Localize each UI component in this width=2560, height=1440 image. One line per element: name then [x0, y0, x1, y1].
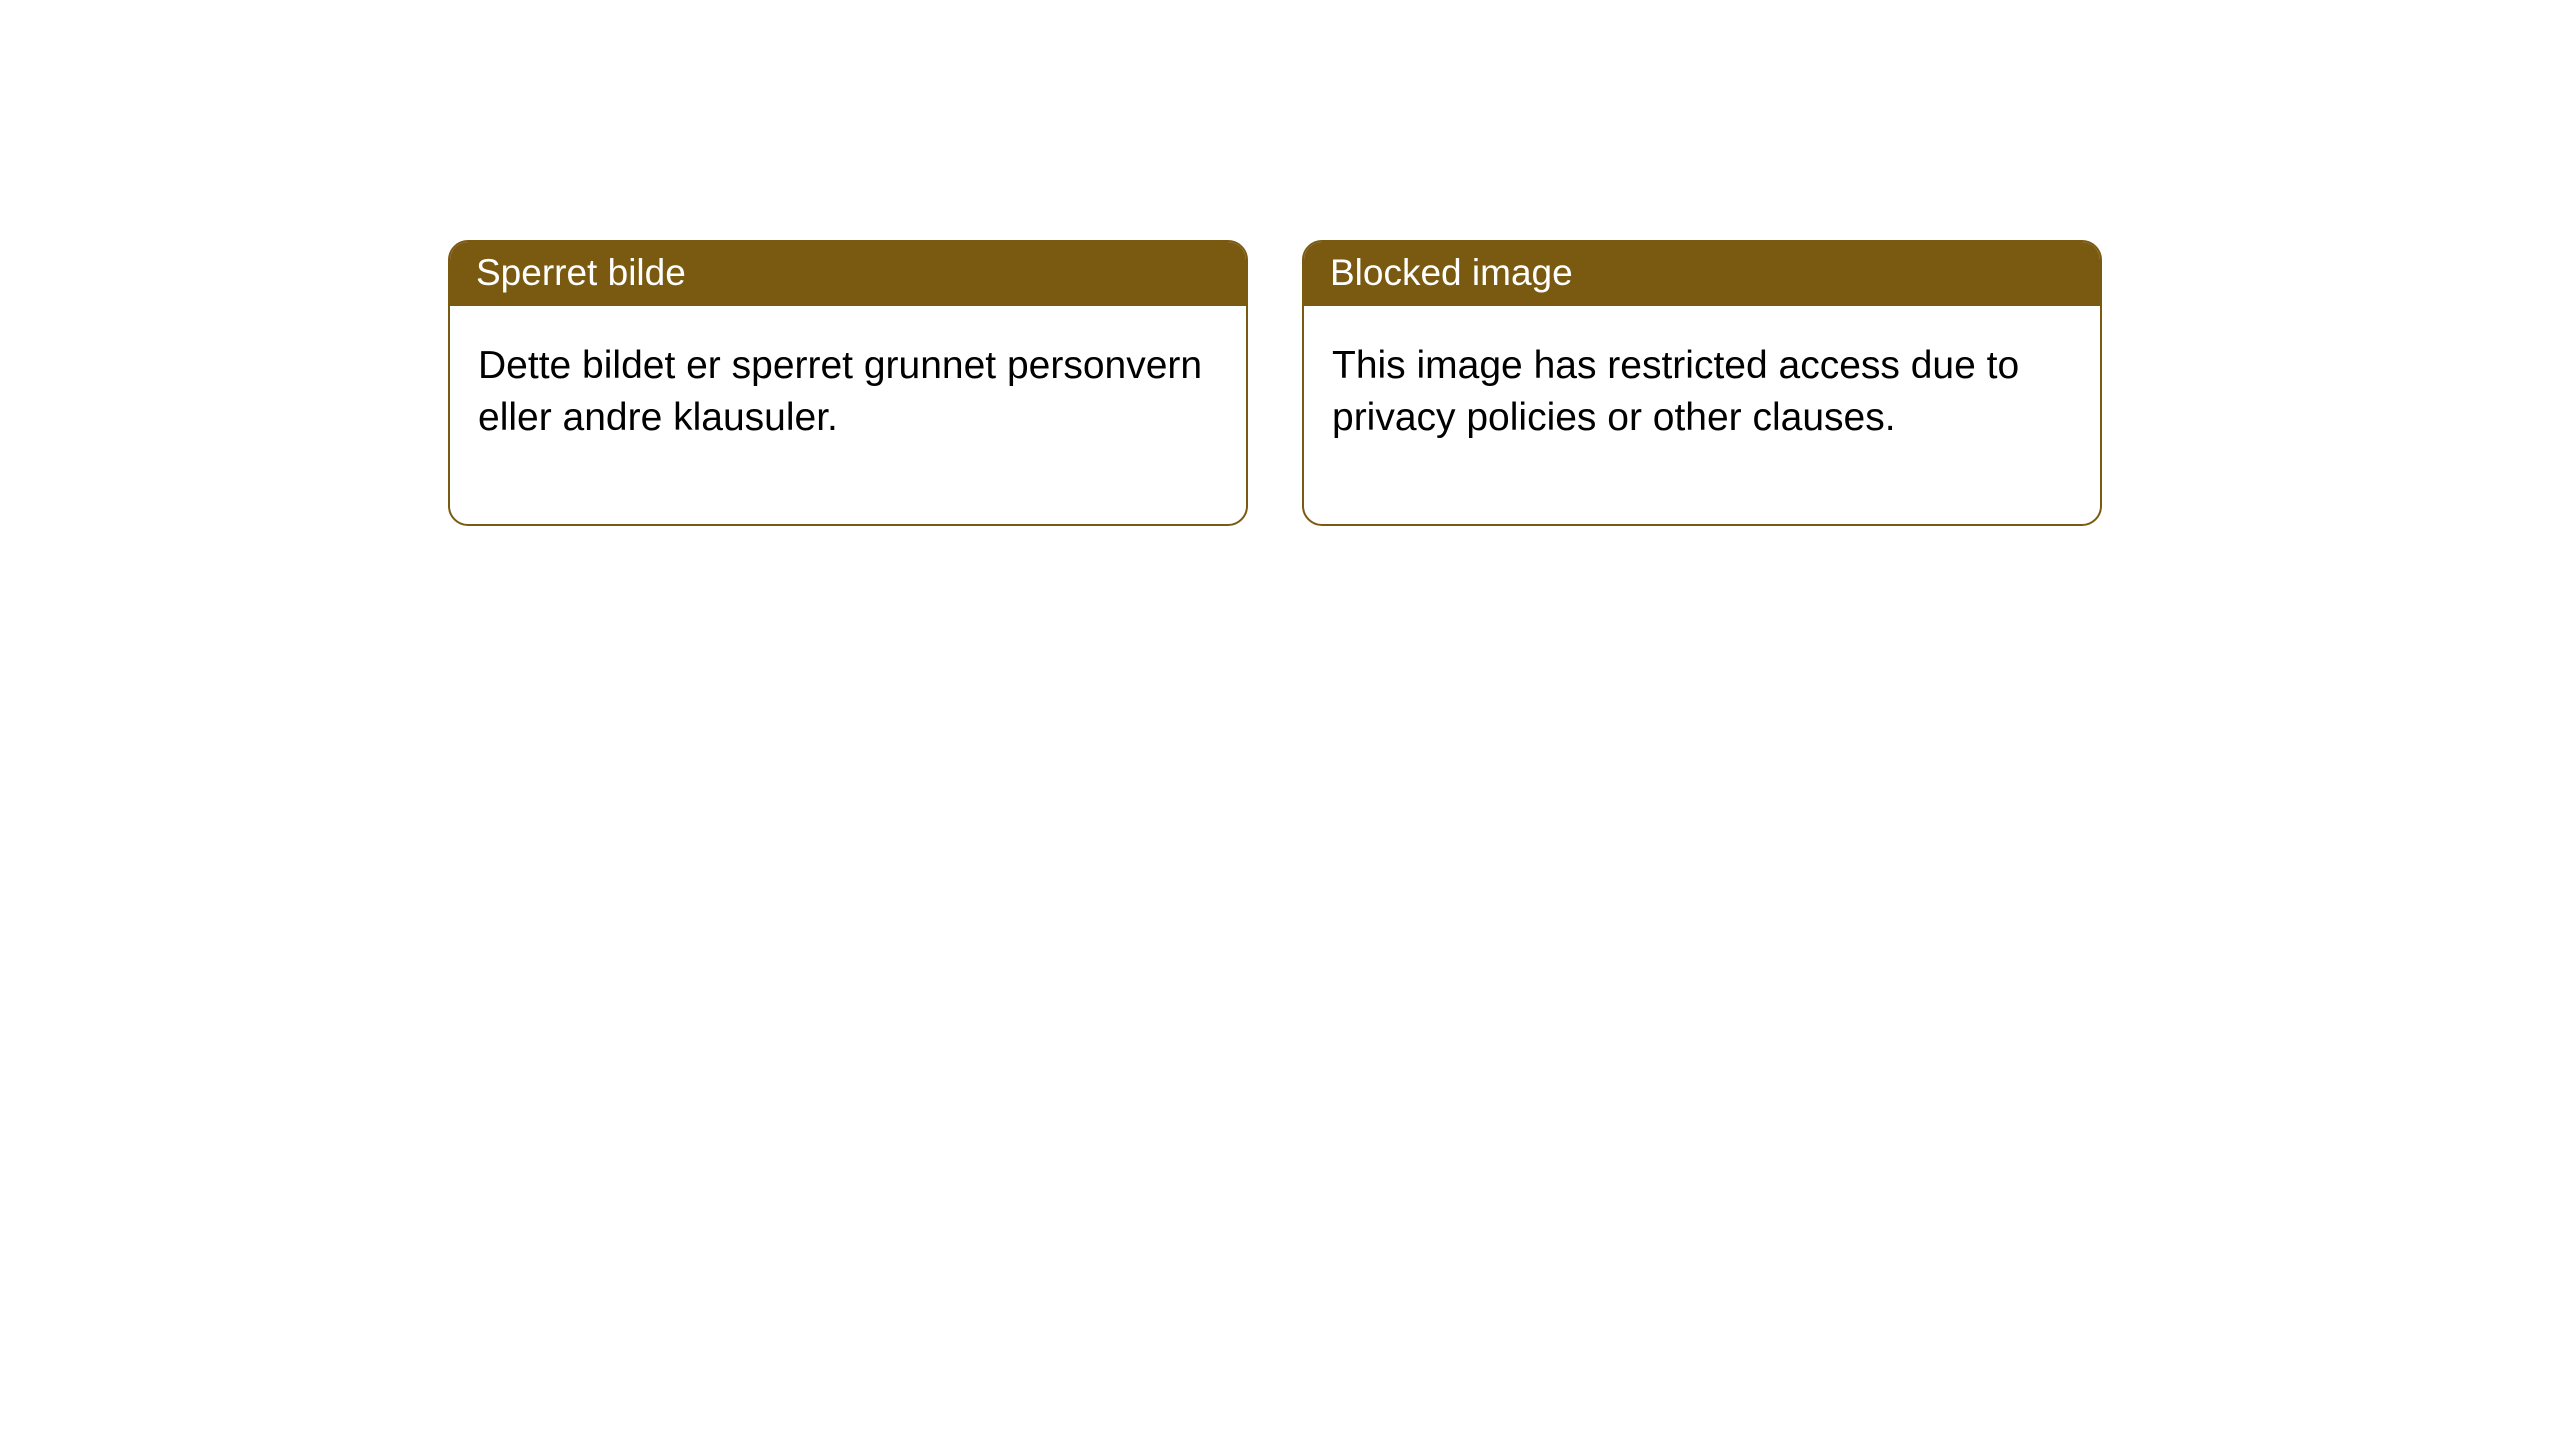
- notice-header: Blocked image: [1304, 242, 2100, 306]
- notice-body-text: This image has restricted access due to …: [1332, 344, 2019, 439]
- notice-header: Sperret bilde: [450, 242, 1246, 306]
- notice-card-norwegian: Sperret bilde Dette bildet er sperret gr…: [448, 240, 1248, 526]
- notice-title: Sperret bilde: [476, 252, 686, 293]
- notice-body: Dette bildet er sperret grunnet personve…: [450, 306, 1246, 524]
- notice-body-text: Dette bildet er sperret grunnet personve…: [478, 344, 1202, 439]
- notice-card-english: Blocked image This image has restricted …: [1302, 240, 2102, 526]
- notice-title: Blocked image: [1330, 252, 1573, 293]
- notice-container: Sperret bilde Dette bildet er sperret gr…: [0, 0, 2560, 526]
- notice-body: This image has restricted access due to …: [1304, 306, 2100, 524]
